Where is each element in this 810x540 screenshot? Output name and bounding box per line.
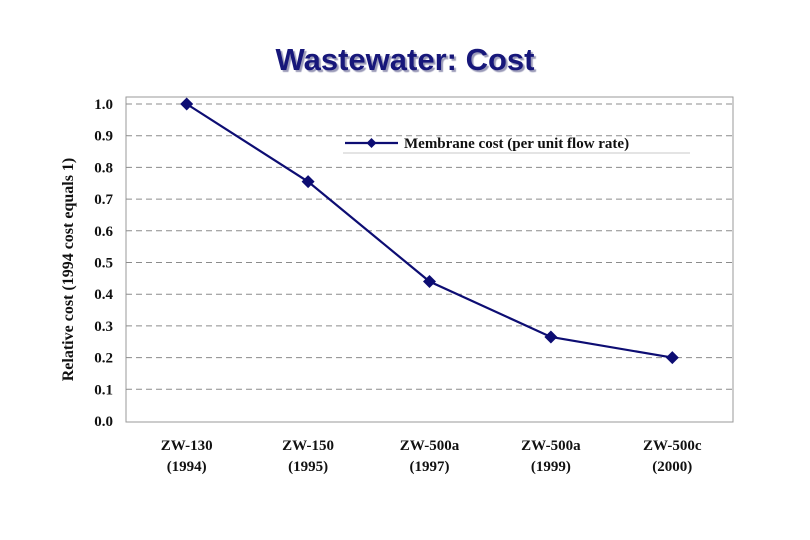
x-tick-sublabel: (1994) [167, 459, 207, 475]
plot-area [125, 96, 734, 423]
y-tick-label: 0.8 [94, 160, 113, 176]
x-tick-sublabel: (1999) [531, 459, 571, 475]
legend-marker [366, 138, 377, 148]
data-point-marker [301, 175, 315, 189]
y-tick-label: 0.1 [94, 382, 113, 398]
y-axis-title: Relative cost (1994 cost equals 1) [60, 158, 77, 382]
y-tick-label: 1.0 [94, 97, 113, 113]
x-tick-sublabel: (2000) [652, 459, 692, 475]
data-point-marker [544, 330, 558, 344]
x-tick-labels: ZW-130 (1994) ZW-150 (1995) ZW-500a (1997) ZW-… [161, 438, 702, 475]
series-layer [180, 97, 679, 365]
y-tick-label: 0.0 [94, 414, 113, 430]
chart-title: Wastewater: Cost [275, 42, 535, 77]
legend-label: Membrane cost (per unit flow rate) [404, 136, 629, 152]
y-tick-label: 0.3 [94, 319, 113, 335]
y-tick-labels: 0.0 0.1 0.2 0.3 0.4 0.5 0.6 0.7 0.8 0.9 1.0 [94, 97, 113, 430]
x-tick-sublabel: (1997) [410, 459, 450, 475]
data-point-marker [180, 97, 194, 111]
y-tick-label: 0.9 [94, 129, 113, 145]
x-tick-sublabel: (1995) [288, 459, 328, 475]
x-tick-label: ZW-500a [521, 438, 581, 454]
y-tick-label: 0.4 [94, 287, 113, 303]
x-tick-label: ZW-130 [161, 438, 213, 454]
y-tick-label: 0.6 [94, 224, 113, 240]
x-tick-label: ZW-150 [282, 438, 334, 454]
data-point-marker [423, 275, 436, 289]
x-tick-label: ZW-500a [400, 438, 460, 454]
legend: Membrane cost (per unit flow rate) [343, 136, 690, 154]
data-point-marker [665, 351, 679, 365]
y-tick-label: 0.2 [94, 351, 113, 367]
x-tick-label: ZW-500c [643, 438, 702, 454]
grid-lines [126, 103, 733, 390]
y-tick-label: 0.7 [94, 192, 113, 208]
y-tick-label: 0.5 [94, 256, 113, 272]
